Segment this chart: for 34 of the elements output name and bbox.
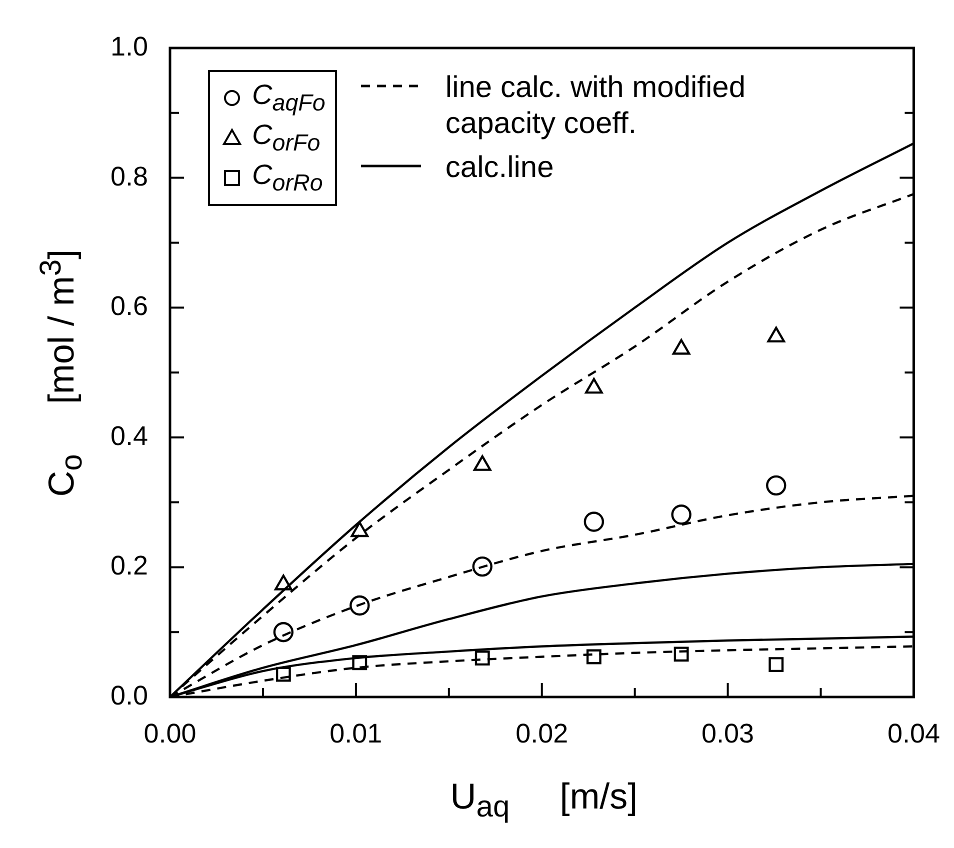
point: [585, 378, 603, 394]
x-tick-label: 0.01: [330, 718, 382, 749]
point: [584, 512, 604, 532]
point: [768, 657, 784, 672]
y-tick-label: 0.8: [110, 161, 148, 192]
y-tick-label: 1.0: [110, 31, 148, 62]
text: U$_{aq}$ [m/s]: [450, 775, 638, 824]
y-tick-label: 0.0: [110, 680, 148, 710]
point: [350, 595, 370, 616]
x-tick-label: 0.03: [702, 718, 754, 749]
legend-label: calc.line: [445, 150, 555, 186]
legend-label: C$_{aqFo}$: [252, 79, 326, 117]
point: [352, 655, 368, 670]
legend-label: line calc. with modified capacity coeff.: [445, 70, 747, 142]
point: [276, 666, 291, 682]
x-tick-label: 0.04: [887, 718, 940, 749]
x-tick-label: 0.00: [144, 718, 196, 749]
point: [472, 556, 492, 577]
legend-label: C$_{orFo}$: [252, 119, 320, 157]
point: [672, 339, 690, 355]
point: [474, 650, 490, 666]
legend-label: C$_{orRo}$: [252, 159, 323, 197]
point: [767, 326, 786, 342]
point: [766, 475, 786, 496]
y-tick-label: 0.6: [110, 291, 148, 322]
y-tick-label: 0.4: [110, 420, 148, 451]
y-tick-label: 0.2: [110, 550, 148, 581]
point: [473, 455, 492, 471]
point: [273, 622, 294, 642]
point: [586, 649, 602, 664]
x-tick-label: 0.02: [516, 718, 568, 749]
point: [674, 646, 689, 662]
point: [350, 521, 369, 538]
point: [671, 504, 692, 525]
